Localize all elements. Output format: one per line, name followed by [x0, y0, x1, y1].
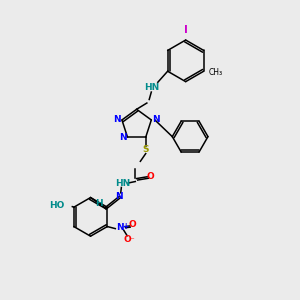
Text: N: N	[119, 133, 126, 142]
Text: H: H	[94, 199, 102, 208]
Text: I: I	[184, 25, 188, 35]
Text: HO: HO	[49, 201, 64, 210]
Text: S: S	[142, 145, 149, 154]
Text: O: O	[128, 220, 136, 229]
Text: +: +	[122, 222, 128, 231]
Text: HN: HN	[115, 178, 130, 188]
Text: ⁻: ⁻	[130, 237, 135, 246]
Text: N: N	[113, 115, 121, 124]
Text: HN: HN	[144, 83, 159, 92]
Text: O: O	[147, 172, 154, 181]
Text: N: N	[116, 223, 124, 232]
Text: O: O	[123, 235, 131, 244]
Text: N: N	[153, 115, 160, 124]
Text: CH₃: CH₃	[209, 68, 223, 77]
Text: N: N	[116, 192, 123, 201]
